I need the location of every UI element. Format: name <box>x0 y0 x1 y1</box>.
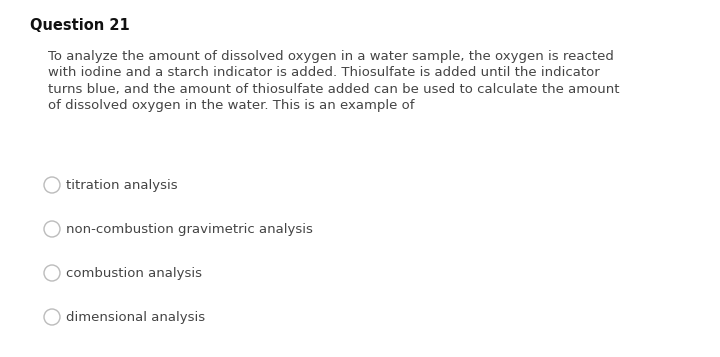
Text: titration analysis: titration analysis <box>66 178 178 191</box>
Text: Question 21: Question 21 <box>30 18 130 33</box>
Text: non-combustion gravimetric analysis: non-combustion gravimetric analysis <box>66 222 313 236</box>
Text: of dissolved oxygen in the water. This is an example of: of dissolved oxygen in the water. This i… <box>48 100 415 112</box>
Text: combustion analysis: combustion analysis <box>66 266 202 280</box>
Text: dimensional analysis: dimensional analysis <box>66 311 205 323</box>
Text: To analyze the amount of dissolved oxygen in a water sample, the oxygen is react: To analyze the amount of dissolved oxyge… <box>48 50 614 63</box>
Text: turns blue, and the amount of thiosulfate added can be used to calculate the amo: turns blue, and the amount of thiosulfat… <box>48 83 619 96</box>
Text: with iodine and a starch indicator is added. Thiosulfate is added until the indi: with iodine and a starch indicator is ad… <box>48 66 600 80</box>
